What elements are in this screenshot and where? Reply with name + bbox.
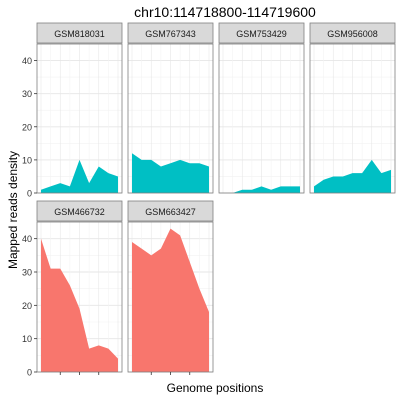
facet-strip-label: GSM663427	[145, 207, 196, 217]
panel-border	[309, 43, 396, 194]
chart-title: chr10:114718800-114719600	[134, 4, 316, 20]
panel-border	[218, 43, 305, 194]
series-area	[232, 186, 300, 193]
facet-panel: GSM753429	[218, 22, 305, 194]
y-tick-label: 10	[22, 334, 32, 344]
facet-strip	[36, 200, 123, 222]
facet-strip	[218, 22, 305, 44]
y-tick-label: 20	[22, 301, 32, 311]
panel-border	[36, 43, 123, 194]
y-tick-label: 30	[22, 268, 32, 278]
y-tick-label: 10	[22, 155, 32, 165]
facet-strip	[127, 22, 214, 44]
y-tick-label: 30	[22, 89, 32, 99]
facet-panel: GSM767343	[127, 22, 214, 194]
facet-strip-label: GSM818031	[54, 29, 105, 39]
facet-strip	[127, 200, 214, 222]
facet-panels: GSM818031 0 10 20 30 40 GSM767343 GSM753429 GSM9…	[22, 22, 396, 378]
facet-panel: GSM956008	[309, 22, 396, 194]
facet-panel: GSM466732 0 10 20 30 40	[22, 200, 123, 378]
facet-strip-label: GSM753429	[236, 29, 287, 39]
x-axis-label: Genome positions	[167, 381, 264, 395]
y-tick-label: 0	[27, 368, 32, 378]
panel-border	[127, 43, 214, 194]
y-axis-label: Mapped reads density	[6, 151, 20, 269]
facet-strip-label: GSM956008	[327, 29, 378, 39]
facet-panel: GSM663427	[127, 200, 214, 375]
series-area	[132, 228, 209, 372]
series-area	[314, 159, 391, 193]
series-area	[41, 238, 118, 372]
facet-strip	[309, 22, 396, 44]
series-area	[41, 159, 118, 193]
facet-strip-label: GSM767343	[145, 29, 196, 39]
facet-panel: GSM818031 0 10 20 30 40	[22, 22, 123, 199]
y-tick-label: 40	[22, 234, 32, 244]
y-tick-label: 40	[22, 56, 32, 66]
y-tick-label: 0	[27, 189, 32, 199]
series-area	[132, 153, 209, 193]
facet-strip	[36, 22, 123, 44]
facet-strip-label: GSM466732	[54, 207, 105, 217]
y-tick-label: 20	[22, 122, 32, 132]
